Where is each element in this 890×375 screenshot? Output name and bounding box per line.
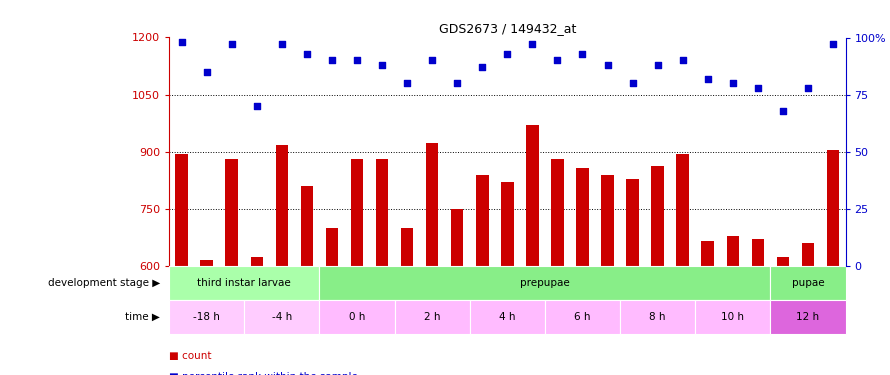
Point [575,51,589,57]
Text: prepupae: prepupae [520,278,570,288]
Point [300,51,314,57]
Point [475,64,490,70]
Bar [551,159,563,266]
Bar [200,260,213,266]
Bar [827,150,839,266]
Text: time ▶: time ▶ [125,312,160,322]
Bar [376,159,388,266]
Bar [701,242,714,266]
Bar [250,257,263,266]
Bar [394,300,470,334]
Text: ■ percentile rank within the sample: ■ percentile rank within the sample [169,372,358,375]
Text: 12 h: 12 h [797,312,820,322]
Bar [771,300,846,334]
Point [801,85,815,91]
Point [826,41,840,47]
Bar [602,175,614,266]
Bar [751,239,765,266]
Point [750,85,765,91]
Bar [320,300,394,334]
Bar [627,178,639,266]
Bar [276,146,288,266]
Text: -4 h: -4 h [271,312,292,322]
Text: 10 h: 10 h [721,312,744,322]
Text: 4 h: 4 h [499,312,515,322]
Point [550,57,564,63]
Bar [175,154,188,266]
Bar [526,125,538,266]
Point [725,80,740,86]
Bar [426,144,439,266]
Point [425,57,440,63]
Bar [244,300,320,334]
Text: pupae: pupae [791,278,824,288]
Point [275,41,289,47]
Point [776,108,790,114]
Text: development stage ▶: development stage ▶ [48,278,160,288]
Bar [545,300,620,334]
Bar [225,159,238,266]
Point [400,80,414,86]
Point [224,41,239,47]
Bar [476,175,489,266]
Bar [676,154,689,266]
Point [700,76,715,82]
Text: 6 h: 6 h [574,312,591,322]
Point [325,57,339,63]
Bar [576,168,588,266]
Point [375,62,389,68]
Text: 2 h: 2 h [424,312,441,322]
Bar [351,159,363,266]
Bar [620,300,695,334]
Bar [400,228,413,266]
Bar [169,266,320,300]
Point [601,62,615,68]
Text: ■ count: ■ count [169,351,212,361]
Text: third instar larvae: third instar larvae [198,278,291,288]
Bar [169,300,244,334]
Point [500,51,514,57]
Bar [326,228,338,266]
Bar [777,257,789,266]
Bar [451,209,464,266]
Bar [771,266,846,300]
Bar [695,300,771,334]
Text: -18 h: -18 h [193,312,220,322]
Point [525,41,539,47]
Bar [501,182,514,266]
Title: GDS2673 / 149432_at: GDS2673 / 149432_at [439,22,576,35]
Text: 0 h: 0 h [349,312,365,322]
Bar [651,166,664,266]
Bar [320,266,771,300]
Bar [726,236,739,266]
Bar [470,300,545,334]
Point [651,62,665,68]
Bar [301,186,313,266]
Point [626,80,640,86]
Point [450,80,465,86]
Bar [802,243,814,266]
Point [250,103,264,109]
Point [199,69,214,75]
Point [350,57,364,63]
Point [676,57,690,63]
Point [174,39,189,45]
Text: 8 h: 8 h [650,312,666,322]
